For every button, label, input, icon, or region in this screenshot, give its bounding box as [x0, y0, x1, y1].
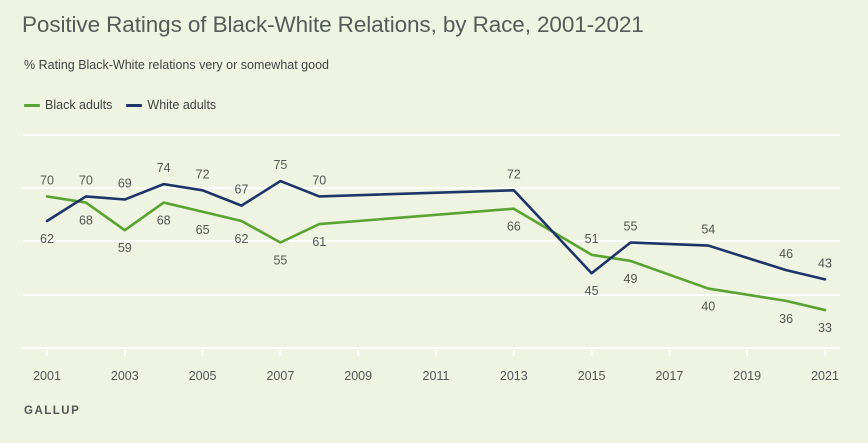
data-label: 40: [701, 300, 715, 314]
data-label: 33: [818, 321, 832, 335]
x-tick-label: 2001: [33, 369, 61, 383]
data-label: 72: [507, 167, 521, 181]
data-label: 72: [196, 167, 210, 181]
source-credit: GALLUP: [24, 405, 81, 417]
chart-subtitle: % Rating Black-White relations very or s…: [24, 58, 329, 72]
data-label: 62: [235, 232, 249, 246]
legend-item-white-adults[interactable]: White adults: [126, 98, 216, 112]
data-label: 61: [312, 235, 326, 249]
data-label: 65: [196, 223, 210, 237]
x-tick-label: 2003: [111, 369, 139, 383]
x-tick-label: 2017: [655, 369, 683, 383]
legend-swatch-white-adults: [126, 103, 143, 107]
data-label: 54: [701, 223, 715, 237]
data-label: 59: [118, 241, 132, 255]
series-line-black-adults: [45, 195, 827, 312]
series-line-white-adults: [45, 179, 827, 281]
x-tick-label: 2011: [423, 369, 450, 383]
data-label: 55: [273, 254, 287, 268]
data-label: 45: [585, 284, 599, 298]
data-label: 74: [157, 161, 171, 175]
chart-legend: Black adults White adults: [24, 98, 230, 112]
data-label: 70: [40, 173, 54, 187]
data-label: 70: [312, 173, 326, 187]
x-tick-label: 2019: [733, 369, 761, 383]
data-label: 51: [585, 232, 599, 246]
legend-swatch-black-adults: [24, 103, 40, 107]
x-tick-label: 2021: [811, 369, 839, 383]
data-label: 49: [624, 272, 638, 286]
data-label: 36: [779, 312, 793, 326]
data-label: 69: [118, 177, 132, 191]
legend-label-white-adults: White adults: [147, 98, 217, 112]
x-tick-label: 2005: [189, 369, 217, 383]
data-label: 43: [818, 256, 832, 270]
data-label: 68: [157, 214, 171, 228]
x-tick-label: 2009: [344, 369, 372, 383]
legend-item-black-adults[interactable]: Black adults: [24, 98, 112, 112]
data-label: 62: [40, 232, 54, 246]
legend-label-black-adults: Black adults: [45, 98, 113, 112]
data-label: 46: [779, 247, 793, 261]
data-label: 67: [235, 183, 249, 197]
data-label: 75: [273, 158, 287, 172]
x-tick-label: 2007: [266, 369, 294, 383]
data-label: 70: [79, 173, 93, 187]
data-label: 55: [624, 220, 638, 234]
page-title: Positive Ratings of Black-White Relation…: [22, 12, 644, 37]
data-label: 66: [507, 220, 521, 234]
data-label: 68: [79, 214, 93, 228]
x-tick-label: 2013: [500, 369, 528, 383]
x-tick-label: 2015: [578, 369, 606, 383]
